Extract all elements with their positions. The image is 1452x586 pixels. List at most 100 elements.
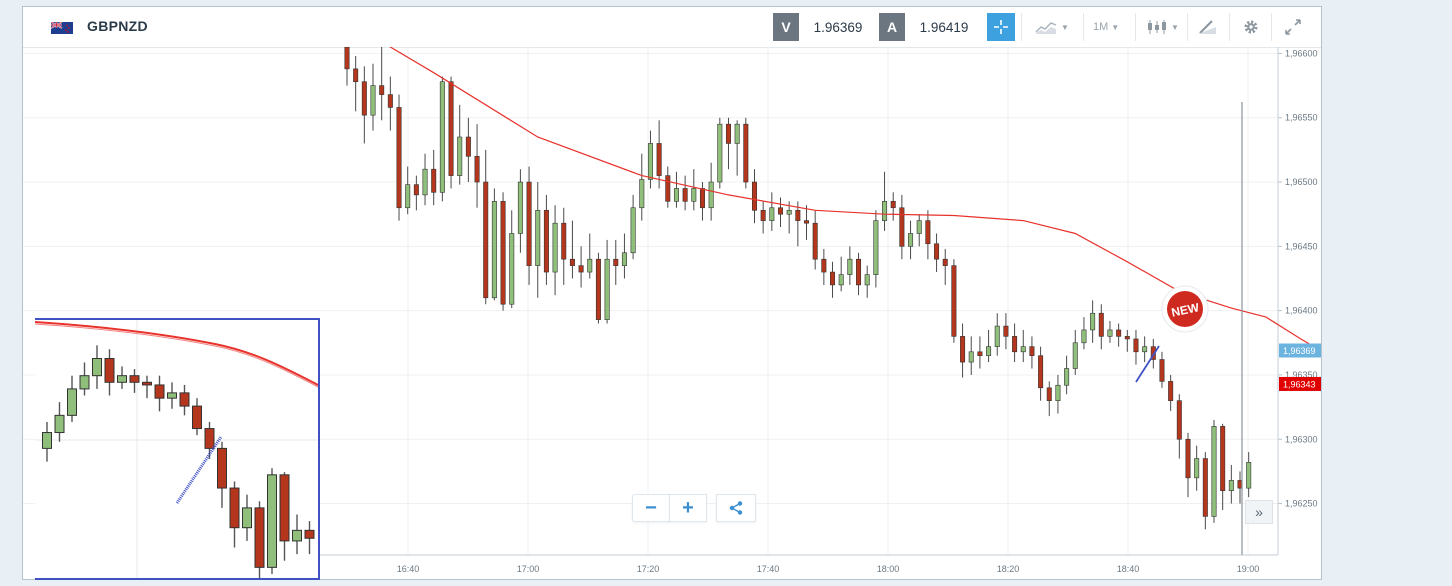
- candle-body: [873, 220, 879, 275]
- candle-body: [1116, 329, 1122, 337]
- candle-body: [561, 222, 567, 260]
- candle-body: [535, 210, 541, 266]
- ask-price[interactable]: 1.96419: [919, 19, 969, 35]
- inset-candle-body: [204, 428, 215, 449]
- candle-body: [1124, 336, 1130, 340]
- current-price-tag: [1279, 343, 1321, 358]
- candle-body: [509, 233, 515, 305]
- candle-body: [448, 81, 454, 176]
- price-chart[interactable]: 1,96600 1,96550 1,96500 1,96450 1,96400 1,963…: [23, 47, 1321, 580]
- candle-body: [1194, 458, 1200, 479]
- share-button[interactable]: [716, 494, 756, 522]
- zoom-in-button[interactable]: +: [669, 494, 707, 522]
- chart-type-dropdown[interactable]: ▼: [1147, 17, 1179, 37]
- candle-body: [1228, 480, 1234, 491]
- toolbar-divider: [1083, 13, 1084, 41]
- inset-chart: [35, 320, 318, 578]
- candle-body: [1038, 355, 1044, 389]
- toolbar-divider: [1187, 13, 1188, 41]
- settings-button[interactable]: [1243, 17, 1259, 37]
- candle-body: [630, 207, 636, 254]
- x-tick-label: 18:40: [1117, 564, 1140, 574]
- bid-price[interactable]: 1.96369: [813, 19, 863, 35]
- inset-candle-body: [42, 432, 52, 449]
- candle-body: [968, 351, 974, 363]
- ma-price-label: 1,96343: [1283, 379, 1316, 389]
- indicators-button[interactable]: ▼: [1035, 17, 1069, 37]
- candle-body: [491, 201, 497, 299]
- candle-body: [665, 175, 671, 202]
- candle-body: [639, 179, 645, 209]
- chart-toolbar: GBPNZD V 1.96369 A 1.96419 ▼ 1M ▼: [23, 7, 1321, 48]
- candle-body: [465, 136, 471, 157]
- candle-body: [1012, 336, 1018, 353]
- inset-candle-body: [192, 405, 202, 430]
- trend-line: [1135, 345, 1160, 383]
- x-tick-label: 17:40: [757, 564, 780, 574]
- timeframe-dropdown[interactable]: 1M ▼: [1093, 17, 1119, 37]
- inset-candle-body: [254, 507, 265, 568]
- candle-body: [830, 271, 836, 286]
- inset-candle-body: [104, 358, 115, 383]
- candle-body: [595, 258, 601, 320]
- candle-body: [613, 258, 619, 266]
- crosshair-button[interactable]: [987, 13, 1015, 41]
- candle-body: [1159, 359, 1165, 382]
- fullscreen-button[interactable]: [1285, 17, 1301, 37]
- moving-average-line: [389, 47, 1321, 352]
- y-tick-label: 1,96500: [1285, 177, 1318, 187]
- candle-body: [1220, 426, 1226, 491]
- candle-body: [838, 274, 844, 286]
- candle-body: [1020, 346, 1026, 353]
- new-badge-text: NEW: [1170, 300, 1201, 320]
- candle-body: [751, 181, 757, 211]
- chart-window: GBPNZD V 1.96369 A 1.96419 ▼ 1M ▼: [22, 6, 1322, 580]
- candle-body: [725, 123, 731, 144]
- zoom-inset: [35, 318, 320, 580]
- y-tick-label: 1,96400: [1285, 306, 1318, 316]
- candlestick-icon: [1148, 20, 1166, 34]
- inset-candle-body: [229, 487, 240, 529]
- candle-body: [370, 85, 376, 116]
- expand-icon: [1285, 19, 1301, 35]
- candle-body: [908, 233, 914, 247]
- new-badge: [1167, 291, 1203, 327]
- inset-candle-body: [279, 474, 290, 542]
- candle-body: [986, 346, 992, 356]
- candle-body: [882, 201, 888, 221]
- gb-nz-flag-icon: [51, 22, 73, 34]
- bid-label[interactable]: V: [773, 13, 799, 41]
- candle-body: [604, 258, 610, 320]
- x-tick-label: 19:00: [1237, 564, 1260, 574]
- x-tick-label: 18:20: [997, 564, 1020, 574]
- candle-body: [1211, 426, 1217, 517]
- ma-price-tag: [1279, 376, 1321, 391]
- candle-body: [344, 47, 350, 70]
- zoom-out-button[interactable]: −: [632, 494, 670, 522]
- candle-body: [734, 123, 740, 144]
- instrument-symbol: GBPNZD: [87, 18, 148, 34]
- candle-body: [1081, 329, 1087, 344]
- y-tick-label: 1,96450: [1285, 241, 1318, 251]
- candle-body: [699, 188, 705, 209]
- candle-body: [856, 258, 862, 286]
- ask-label[interactable]: A: [879, 13, 905, 41]
- drawing-tools-button[interactable]: [1197, 17, 1217, 37]
- toolbar-divider: [1229, 13, 1230, 41]
- inset-candle-body: [54, 414, 65, 434]
- candle-body: [500, 201, 506, 305]
- scroll-to-latest-button[interactable]: »: [1245, 500, 1273, 524]
- candle-body: [552, 222, 558, 273]
- candle-body: [1176, 400, 1182, 440]
- candle-body: [1133, 338, 1139, 353]
- candle-body: [821, 258, 827, 273]
- candle-body: [1142, 346, 1148, 353]
- candle-body: [864, 274, 870, 286]
- candle-body: [691, 188, 697, 202]
- candle-body: [717, 123, 723, 183]
- share-icon: [729, 501, 743, 515]
- candle-body: [543, 210, 549, 273]
- candle-body: [439, 81, 445, 193]
- gear-icon: [1244, 20, 1258, 34]
- candle-body: [647, 143, 653, 180]
